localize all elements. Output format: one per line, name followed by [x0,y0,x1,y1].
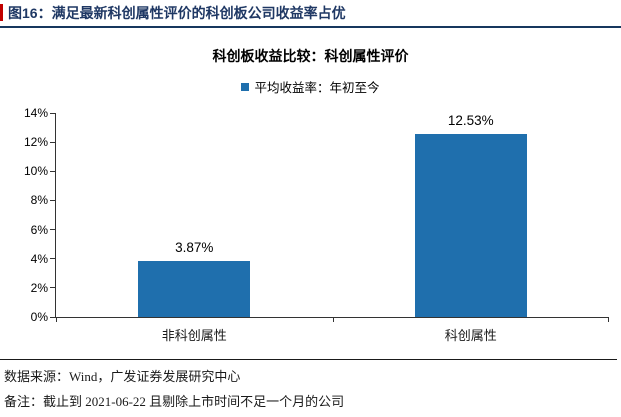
y-axis-label: 4% [30,251,48,266]
x-axis-tick [608,317,609,322]
bar-2 [414,134,527,317]
bar-1 [138,260,251,317]
chart-legend: 平均收益率：年初至今 [0,77,621,96]
header-divider [0,26,621,28]
y-axis-label: 14% [23,106,48,120]
figure-header: 图16：满足最新科创属性评价的科创板公司收益率占优 [0,0,621,27]
y-axis-tick [50,258,55,260]
y-axis-tick [50,112,55,114]
y-axis-label: 8% [30,193,48,208]
footnote: 备注：截止到 2021-06-22 且剔除上市时间不足一个月的公司 [4,394,345,409]
chart-title: 科创板收益比较：科创属性评价 [212,50,409,65]
y-axis-tick [50,141,55,143]
red-accent-bar [0,4,3,21]
data-source: 数据来源：Wind，广发证券发展研究中心 [4,369,241,384]
y-axis-tick [50,229,55,231]
footer-divider [0,359,617,360]
plot-area: 0% 2% 4% 6% 8% 10% 12% 14% 3.87% 非科创属性 12.53% 科创属性 [24,106,609,343]
x-axis-category-label: 非科创属性 [161,328,227,343]
y-axis-label: 12% [23,135,48,150]
figure-title: 图16：满足最新科创属性评价的科创板公司收益率占优 [8,5,346,21]
bar-value-label: 3.87% [175,239,214,255]
y-axis-tick [50,316,55,318]
y-axis-label: 0% [30,310,48,324]
x-axis-tick [56,317,57,322]
legend-label: 平均收益率：年初至今 [254,81,380,95]
y-axis-label: 10% [23,164,48,179]
y-axis-tick [50,170,55,172]
x-axis-category-label: 科创属性 [444,328,497,343]
y-axis-tick [50,199,55,201]
legend-swatch-icon [241,82,250,91]
y-axis-label: 2% [30,280,48,295]
x-axis-tick [332,317,334,322]
y-axis-tick [50,287,55,289]
y-axis-label: 6% [30,222,48,237]
bar-value-label: 12.53% [447,113,494,129]
